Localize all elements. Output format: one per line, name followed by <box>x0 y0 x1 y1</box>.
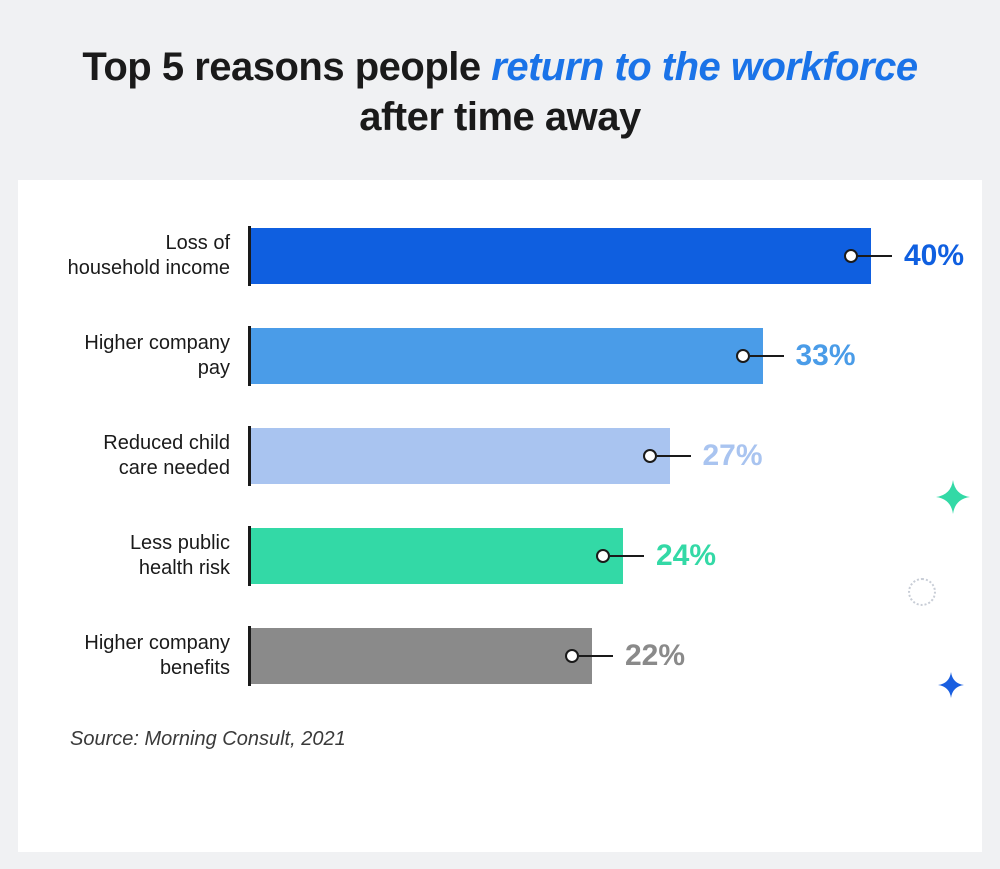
title-prefix: Top 5 reasons people <box>82 45 491 89</box>
bars-container: Loss ofhousehold income40%Higher company… <box>58 228 942 684</box>
bar-label: Less publichealth risk <box>58 531 248 581</box>
bar-value-label: 33% <box>796 339 856 373</box>
bar-track: 22% <box>248 628 592 684</box>
bar-track: 27% <box>248 428 670 484</box>
bar-value-label: 22% <box>625 639 685 673</box>
bar-value-label: 40% <box>904 239 964 273</box>
bar-row: Less publichealth risk24% <box>58 528 942 584</box>
source-citation: Source: Morning Consult, 2021 <box>70 728 942 751</box>
bar-row: Higher companybenefits22% <box>58 628 942 684</box>
title-suffix: after time away <box>359 95 641 139</box>
chart-title: Top 5 reasons people return to the workf… <box>60 42 940 142</box>
marker-line <box>579 655 613 657</box>
marker-line <box>657 455 691 457</box>
bar-label: Higher companybenefits <box>58 631 248 681</box>
bar-row: Higher companypay33% <box>58 328 942 384</box>
title-highlight: return to the workforce <box>491 45 917 89</box>
header: Top 5 reasons people return to the workf… <box>0 0 1000 180</box>
bar-fill <box>251 228 871 284</box>
bar-value-label: 24% <box>656 539 716 573</box>
bar-row: Reduced childcare needed27% <box>58 428 942 484</box>
bar-fill <box>251 428 670 484</box>
bar-label: Loss ofhousehold income <box>58 231 248 281</box>
bar-fill <box>251 528 623 584</box>
sparkle-decoration-blue <box>938 672 964 698</box>
bar-fill <box>251 328 763 384</box>
bar-label: Higher companypay <box>58 331 248 381</box>
chart-panel: Loss ofhousehold income40%Higher company… <box>18 180 982 852</box>
marker-dot <box>565 649 579 663</box>
bar-fill <box>251 628 592 684</box>
bar-row: Loss ofhousehold income40% <box>58 228 942 284</box>
dotted-circle-decoration <box>908 578 936 606</box>
sparkle-decoration-green <box>936 480 970 514</box>
marker-line <box>858 255 892 257</box>
bar-track: 33% <box>248 328 763 384</box>
marker-dot <box>643 449 657 463</box>
bar-track: 40% <box>248 228 871 284</box>
marker-line <box>610 555 644 557</box>
marker-dot <box>844 249 858 263</box>
bar-label: Reduced childcare needed <box>58 431 248 481</box>
marker-line <box>750 355 784 357</box>
bar-track: 24% <box>248 528 623 584</box>
marker-dot <box>736 349 750 363</box>
marker-dot <box>596 549 610 563</box>
bar-value-label: 27% <box>703 439 763 473</box>
